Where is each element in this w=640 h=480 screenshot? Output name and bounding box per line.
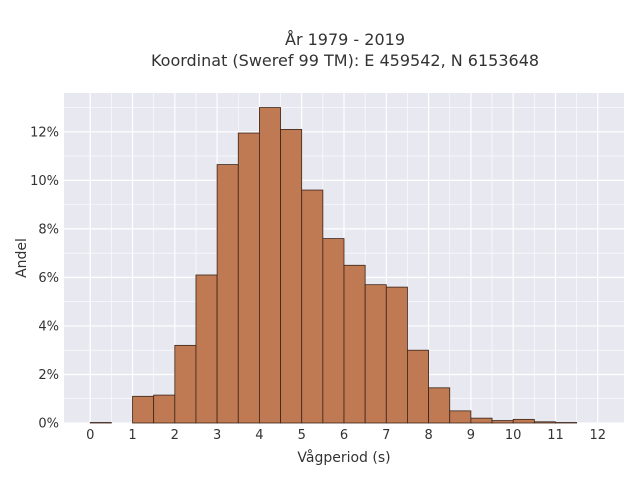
bars — [89, 107, 578, 424]
histogram-bar — [533, 421, 556, 424]
y-tick-label: 10% — [30, 174, 59, 189]
y-axis-ticks: 0% 2% 4% 6% 8% 10% 12% — [30, 125, 59, 431]
histogram-bar — [153, 394, 176, 424]
y-tick-label: 4% — [38, 319, 59, 334]
histogram-bar — [470, 417, 493, 424]
x-tick-label: 3 — [213, 428, 221, 443]
histogram-bar — [280, 128, 303, 424]
histogram-bar — [407, 349, 429, 424]
x-tick-label: 1 — [128, 428, 136, 443]
x-tick-label: 2 — [171, 428, 179, 443]
chart-title: År 1979 - 2019 — [285, 30, 405, 49]
histogram-bar — [132, 395, 155, 424]
x-tick-label: 5 — [298, 428, 306, 443]
x-tick-label: 12 — [590, 428, 607, 443]
histogram-bar — [216, 164, 239, 424]
histogram-bar — [322, 238, 345, 424]
x-axis-title: Vågperiod (s) — [297, 449, 390, 466]
y-tick-label: 0% — [38, 417, 59, 432]
histogram-bar — [195, 274, 218, 424]
chart-subtitle: Koordinat (Sweref 99 TM): E 459542, N 61… — [151, 51, 539, 70]
y-tick-label: 2% — [38, 368, 59, 383]
histogram-bar — [301, 189, 324, 424]
histogram-bar — [385, 286, 408, 424]
y-axis-title: Andel — [14, 238, 30, 278]
histogram-bar — [449, 410, 472, 424]
histogram-bar — [259, 107, 281, 424]
y-tick-label: 12% — [30, 125, 59, 140]
histogram-bar — [174, 344, 197, 424]
x-tick-label: 6 — [340, 428, 348, 443]
histogram-bar — [237, 132, 260, 424]
x-tick-label: 10 — [505, 428, 522, 443]
x-tick-label: 8 — [424, 428, 432, 443]
histogram-bar — [364, 284, 387, 424]
x-tick-label: 0 — [86, 428, 94, 443]
histogram-bar — [343, 264, 366, 424]
x-axis-ticks: 0 1 2 3 4 5 6 7 8 9 10 11 12 — [86, 428, 606, 443]
x-tick-label: 7 — [382, 428, 390, 443]
y-tick-label: 8% — [38, 222, 59, 237]
y-tick-label: 6% — [38, 271, 59, 286]
histogram-bar — [512, 418, 535, 424]
x-tick-label: 9 — [467, 428, 475, 443]
histogram-bar — [428, 387, 451, 424]
histogram-bar — [491, 420, 514, 424]
x-tick-label: 11 — [547, 428, 564, 443]
x-tick-label: 4 — [255, 428, 263, 443]
